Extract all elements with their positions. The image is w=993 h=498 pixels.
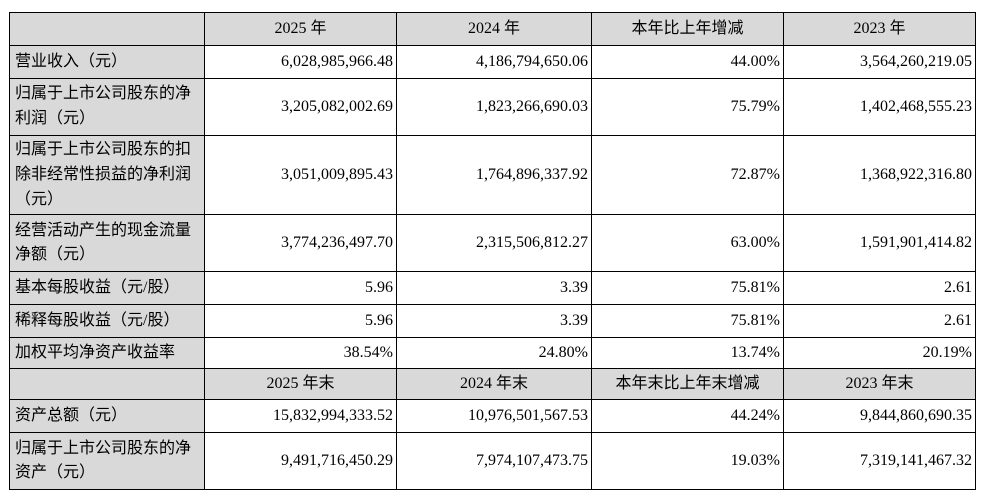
cell-value: 2,315,506,812.27	[396, 214, 592, 273]
cell-value: 1,402,468,555.23	[783, 78, 976, 136]
cell-value: 7,319,141,467.32	[783, 432, 976, 491]
header-row-year: 2025 年 2024 年 本年比上年增减 2023 年	[9, 12, 976, 46]
cell-value: 24.80%	[396, 337, 592, 370]
cell-value: 75.79%	[591, 78, 784, 136]
cell-value: 44.24%	[591, 399, 784, 434]
cell-value: 19.03%	[591, 432, 784, 491]
table-row-revenue: 营业收入（元） 6,028,985,966.48 4,186,794,650.0…	[9, 45, 976, 79]
financial-summary-table: 2025 年 2024 年 本年比上年增减 2023 年 营业收入（元） 6,0…	[9, 12, 976, 491]
cell-value: 75.81%	[591, 304, 784, 339]
cell-value: 10,976,501,567.53	[396, 399, 592, 434]
header-row-yearend: 2025 年末 2024 年末 本年末比上年末增减 2023 年末	[9, 368, 976, 401]
cell-value: 13.74%	[591, 337, 784, 370]
table-row-net-profit: 归属于上市公司股东的净利润（元） 3,205,082,002.69 1,823,…	[9, 78, 976, 136]
row-label: 基本每股收益（元/股）	[9, 271, 205, 306]
cell-value: 3,051,009,895.43	[204, 134, 397, 216]
cell-value: 6,028,985,966.48	[204, 45, 397, 79]
cell-value: 9,491,716,450.29	[204, 432, 397, 491]
cell-value: 5.96	[204, 271, 397, 306]
cell-value: 3,774,236,497.70	[204, 214, 397, 273]
header-corner-cell-2	[9, 368, 205, 401]
cell-value: 3,564,260,219.05	[783, 45, 976, 79]
cell-value: 20.19%	[783, 337, 976, 370]
row-label: 归属于上市公司股东的净资产（元）	[9, 432, 205, 491]
row-label: 归属于上市公司股东的净利润（元）	[9, 78, 205, 136]
table-row-basic-eps: 基本每股收益（元/股） 5.96 3.39 75.81% 2.61	[9, 271, 976, 306]
header-yoy-change: 本年比上年增减	[591, 12, 784, 46]
cell-value: 1,591,901,414.82	[783, 214, 976, 273]
cell-value: 72.87%	[591, 134, 784, 216]
cell-value: 5.96	[204, 304, 397, 339]
row-label: 加权平均净资产收益率	[9, 337, 205, 370]
table-row-operating-cash-flow: 经营活动产生的现金流量净额（元） 3,774,236,497.70 2,315,…	[9, 214, 976, 273]
cell-value: 4,186,794,650.06	[396, 45, 592, 79]
table-row-total-assets: 资产总额（元） 15,832,994,333.52 10,976,501,567…	[9, 399, 976, 434]
cell-value: 38.54%	[204, 337, 397, 370]
row-label: 稀释每股收益（元/股）	[9, 304, 205, 339]
cell-value: 44.00%	[591, 45, 784, 79]
table-row-net-assets: 归属于上市公司股东的净资产（元） 9,491,716,450.29 7,974,…	[9, 432, 976, 491]
cell-value: 7,974,107,473.75	[396, 432, 592, 491]
financial-summary: 2025 年 2024 年 本年比上年增减 2023 年 营业收入（元） 6,0…	[9, 12, 976, 491]
header-yearend-change: 本年末比上年末增减	[591, 368, 784, 401]
header-2024-end: 2024 年末	[396, 368, 592, 401]
cell-value: 1,823,266,690.03	[396, 78, 592, 136]
header-2025: 2025 年	[204, 12, 397, 46]
cell-value: 3,205,082,002.69	[204, 78, 397, 136]
row-label: 资产总额（元）	[9, 399, 205, 434]
table-row-net-profit-excl-nonrecurring: 归属于上市公司股东的扣除非经常性损益的净利润（元） 3,051,009,895.…	[9, 134, 976, 216]
row-label: 归属于上市公司股东的扣除非经常性损益的净利润（元）	[9, 134, 205, 216]
row-label: 经营活动产生的现金流量净额（元）	[9, 214, 205, 273]
cell-value: 9,844,860,690.35	[783, 399, 976, 434]
cell-value: 2.61	[783, 271, 976, 306]
cell-value: 63.00%	[591, 214, 784, 273]
cell-value: 2.61	[783, 304, 976, 339]
cell-value: 3.39	[396, 271, 592, 306]
cell-value: 1,368,922,316.80	[783, 134, 976, 216]
row-label: 营业收入（元）	[9, 45, 205, 79]
header-2025-end: 2025 年末	[204, 368, 397, 401]
cell-value: 75.81%	[591, 271, 784, 306]
header-2023-end: 2023 年末	[783, 368, 976, 401]
cell-value: 1,764,896,337.92	[396, 134, 592, 216]
header-2024: 2024 年	[396, 12, 592, 46]
header-2023: 2023 年	[783, 12, 976, 46]
cell-value: 3.39	[396, 304, 592, 339]
table-row-weighted-avg-roe: 加权平均净资产收益率 38.54% 24.80% 13.74% 20.19%	[9, 337, 976, 370]
header-corner-cell	[9, 12, 205, 46]
table-row-diluted-eps: 稀释每股收益（元/股） 5.96 3.39 75.81% 2.61	[9, 304, 976, 339]
cell-value: 15,832,994,333.52	[204, 399, 397, 434]
